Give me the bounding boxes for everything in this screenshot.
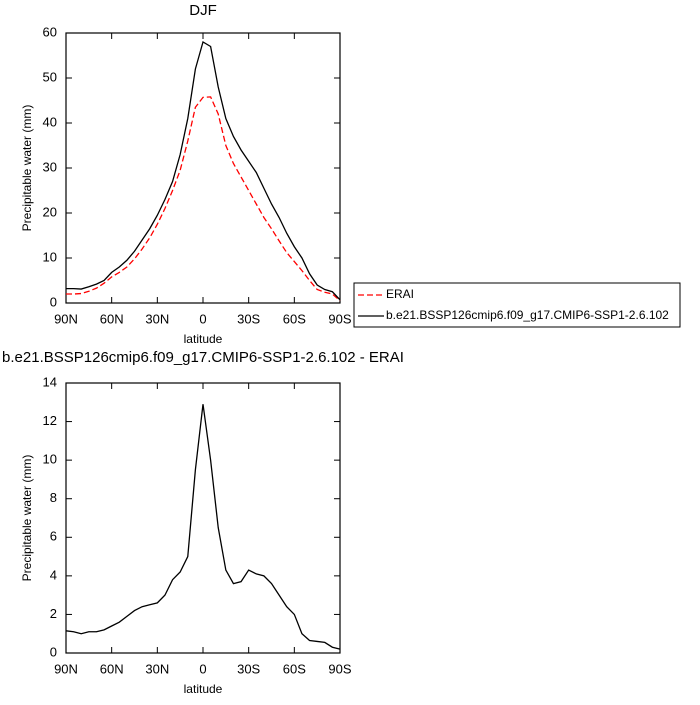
x-tick-label: 90N bbox=[54, 311, 78, 326]
plot-frame bbox=[65, 32, 341, 304]
y-tick-label: 4 bbox=[50, 567, 57, 582]
x-axis-label: latitude bbox=[184, 332, 223, 346]
x-tick-label: 60S bbox=[283, 661, 306, 676]
legend-label: ERAI bbox=[386, 287, 414, 301]
legend-box bbox=[353, 282, 681, 328]
x-tick-label: 60N bbox=[100, 311, 124, 326]
legend-label: b.e21.BSSP126cmip6.f09_g17.CMIP6-SSP1-2.… bbox=[386, 308, 669, 322]
y-tick-label: 8 bbox=[50, 490, 57, 505]
y-tick-label: 60 bbox=[43, 24, 57, 39]
y-tick-label: 0 bbox=[50, 294, 57, 309]
y-tick-label: 50 bbox=[43, 69, 57, 84]
data-line bbox=[66, 41, 341, 301]
chart-title: b.e21.BSSP126cmip6.f09_g17.CMIP6-SSP1-2.… bbox=[2, 349, 404, 366]
x-tick-label: 0 bbox=[199, 311, 206, 326]
x-tick-label: 30N bbox=[145, 661, 169, 676]
x-tick-label: 60N bbox=[100, 661, 124, 676]
x-tick-label: 30N bbox=[145, 311, 169, 326]
y-axis-label: Precipitable water (mm) bbox=[20, 455, 34, 582]
y-axis-label: Precipitable water (mm) bbox=[20, 105, 34, 232]
y-tick-label: 20 bbox=[43, 204, 57, 219]
y-tick-label: 10 bbox=[43, 452, 57, 467]
y-tick-label: 2 bbox=[50, 606, 57, 621]
plot-frame bbox=[65, 382, 341, 654]
x-tick-label: 90S bbox=[328, 311, 351, 326]
y-tick-label: 40 bbox=[43, 114, 57, 129]
x-tick-label: 60S bbox=[283, 311, 306, 326]
x-tick-label: 30S bbox=[237, 661, 260, 676]
x-axis-label: latitude bbox=[184, 682, 223, 696]
x-tick-label: 30S bbox=[237, 311, 260, 326]
y-tick-label: 0 bbox=[50, 644, 57, 659]
y-tick-label: 30 bbox=[43, 159, 57, 174]
x-tick-label: 0 bbox=[199, 661, 206, 676]
x-tick-label: 90N bbox=[54, 661, 78, 676]
data-line bbox=[65, 404, 341, 650]
y-tick-label: 12 bbox=[43, 413, 57, 428]
x-tick-label: 90S bbox=[328, 661, 351, 676]
y-tick-label: 10 bbox=[43, 249, 57, 264]
chart-title: DJF bbox=[189, 2, 217, 19]
y-tick-label: 6 bbox=[50, 529, 57, 544]
y-tick-label: 14 bbox=[43, 374, 57, 389]
data-line bbox=[66, 96, 341, 302]
